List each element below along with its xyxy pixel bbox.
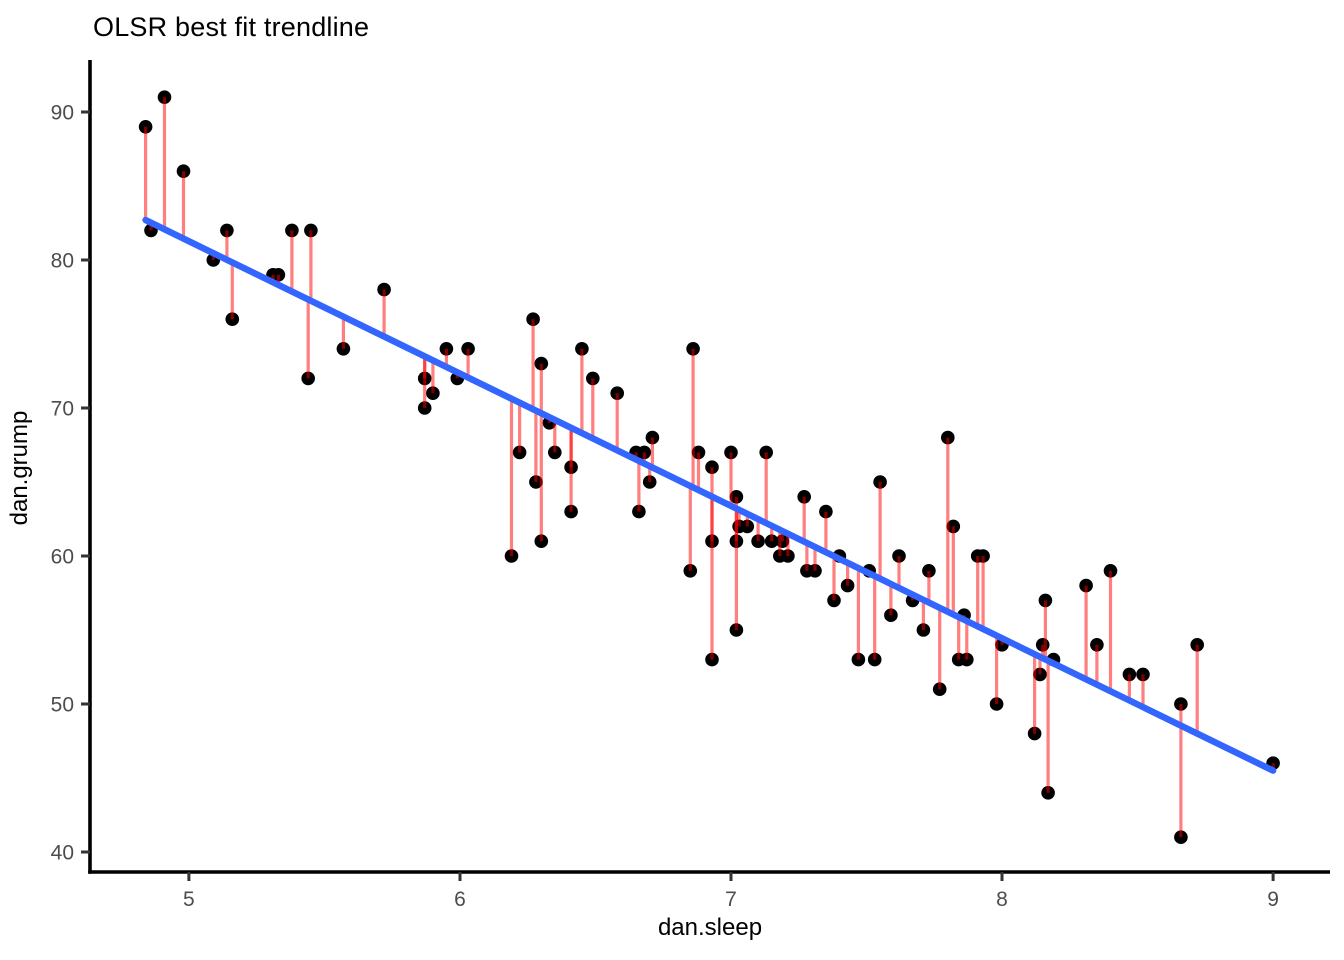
y-tick-label: 60 — [51, 546, 74, 569]
data-point — [548, 445, 562, 460]
x-tick-label: 7 — [725, 888, 737, 911]
y-tick-label: 80 — [51, 250, 74, 273]
x-tick-label: 6 — [454, 888, 466, 911]
y-tick-label: 50 — [51, 694, 74, 717]
x-tick-label: 5 — [183, 888, 195, 911]
y-tick-label: 70 — [51, 398, 74, 421]
y-tick-label: 90 — [51, 102, 74, 125]
data-point — [632, 504, 646, 519]
data-point — [301, 371, 316, 386]
trendline — [142, 216, 1277, 774]
chart-title: OLSR best fit trendline — [93, 12, 370, 42]
data-point — [564, 504, 578, 519]
x-tick-label: 8 — [996, 888, 1008, 911]
y-tick-label: 40 — [51, 842, 74, 865]
y-axis-title: dan.grump — [6, 410, 33, 526]
data-point — [512, 445, 527, 460]
x-axis-title: dan.sleep — [657, 914, 763, 941]
x-tick-label: 9 — [1267, 888, 1279, 911]
